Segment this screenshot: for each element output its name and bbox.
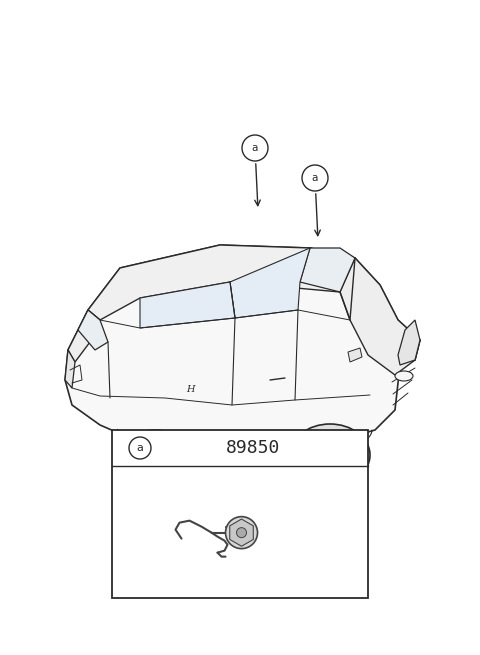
Polygon shape xyxy=(340,258,420,375)
Circle shape xyxy=(237,528,247,538)
Ellipse shape xyxy=(119,430,191,486)
Text: H: H xyxy=(186,386,194,394)
Polygon shape xyxy=(78,310,108,350)
Polygon shape xyxy=(398,320,420,365)
Ellipse shape xyxy=(130,439,180,477)
Ellipse shape xyxy=(290,424,370,486)
Bar xyxy=(112,430,368,598)
Circle shape xyxy=(226,517,257,549)
Polygon shape xyxy=(68,310,100,362)
Text: a: a xyxy=(312,173,318,183)
Ellipse shape xyxy=(395,371,413,381)
Circle shape xyxy=(129,437,151,459)
Polygon shape xyxy=(300,248,355,292)
Polygon shape xyxy=(348,348,362,362)
Circle shape xyxy=(302,165,328,191)
Ellipse shape xyxy=(320,447,340,463)
Ellipse shape xyxy=(146,451,164,465)
Ellipse shape xyxy=(302,434,358,476)
Polygon shape xyxy=(230,519,253,546)
Polygon shape xyxy=(230,248,310,318)
Text: a: a xyxy=(252,143,258,153)
Polygon shape xyxy=(65,245,420,452)
Polygon shape xyxy=(140,282,235,328)
Text: a: a xyxy=(137,443,144,453)
Circle shape xyxy=(242,135,268,161)
Text: 89850: 89850 xyxy=(226,439,280,457)
Polygon shape xyxy=(65,350,75,388)
Polygon shape xyxy=(88,245,355,320)
